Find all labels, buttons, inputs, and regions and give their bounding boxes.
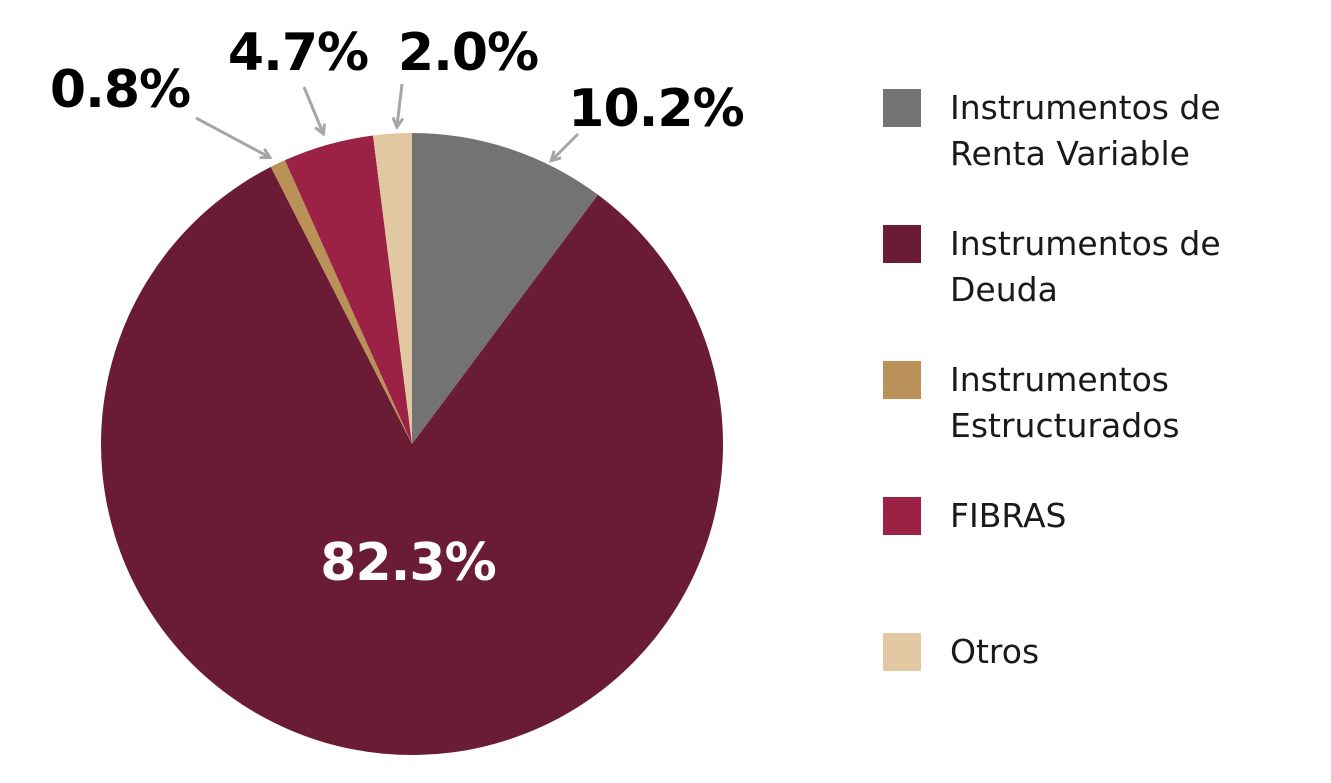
pie-slice-instrumentos-estructurados [270,160,412,444]
legend-label: Instrumentos de [950,88,1221,127]
legend-item-instrumentos-de-renta-variable: Instrumentos de Renta Variable [883,88,1221,173]
pie-slice-instrumentos-de-renta-variable [412,133,598,444]
pie-slices [101,133,724,756]
pie-slice-fibras [284,135,412,444]
legend-label: Estructurados [950,406,1180,445]
value-label-fibras: 4.7% [228,23,368,83]
slice-labels: 10.2% 82.3% 0.8% 4.7% 2.0% [50,23,745,593]
legend-swatch [883,225,921,263]
legend-item-instrumentos-de-deuda: Instrumentos de Deuda [883,224,1221,309]
value-label-instrumentos-de-deuda: 82.3% [320,533,495,593]
legend-swatch [883,633,921,671]
value-label-otros: 2.0% [398,23,538,83]
legend-label: Deuda [950,270,1058,309]
leader-arrow-fibras [302,86,323,133]
leader-arrow-instrumentos-estructurados [195,116,269,157]
legend-swatch [883,361,921,399]
legend-swatch [883,89,921,127]
legend-item-otros: Otros [883,632,1039,671]
leader-arrow-instrumentos-de-renta-variable [552,132,580,160]
legend-item-instrumentos-estructurados: Instrumentos Estructurados [883,360,1180,445]
legend-label: Instrumentos de [950,224,1221,263]
legend-label: FIBRAS [950,496,1066,535]
legend-item-fibras: FIBRAS [883,496,1066,535]
value-label-instrumentos-estructurados: 0.8% [50,60,190,120]
pie-slice-instrumentos-de-deuda [101,166,724,756]
legend-swatch [883,497,921,535]
legend-label: Instrumentos [950,360,1169,399]
leader-lines [195,83,580,160]
pie-slice-otros [373,133,412,444]
value-label-instrumentos-de-renta-variable: 10.2% [568,79,743,139]
leader-arrow-otros [397,83,402,126]
legend-label: Renta Variable [950,134,1190,173]
legend-label: Otros [950,632,1039,671]
